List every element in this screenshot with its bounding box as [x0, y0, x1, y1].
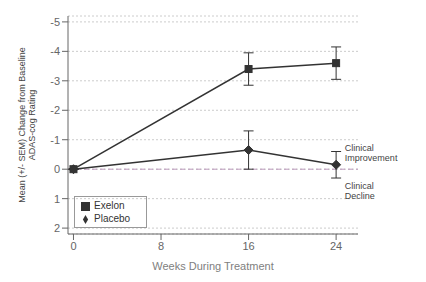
svg-text:16: 16	[242, 240, 254, 252]
svg-text:-2: -2	[50, 104, 60, 116]
svg-text:0: 0	[70, 240, 76, 252]
svg-text:Weeks During Treatment: Weeks During Treatment	[152, 260, 273, 272]
svg-text:2: 2	[54, 222, 60, 234]
html-text:Exelon: Exelon	[94, 200, 125, 211]
svg-text:-3: -3	[50, 75, 60, 87]
svg-text:-4: -4	[50, 45, 60, 57]
svg-text:ClinicalImprovement: ClinicalImprovement	[345, 143, 398, 163]
svg-text:Mean (+/- SEM) Change from Bas: Mean (+/- SEM) Change from BaselineADAS-…	[17, 47, 37, 202]
svg-text:-5: -5	[50, 16, 60, 28]
svg-text:24: 24	[330, 240, 342, 252]
svg-text:1: 1	[54, 193, 60, 205]
svg-text:ClinicalDecline: ClinicalDecline	[345, 181, 375, 201]
svg-text:8: 8	[158, 240, 164, 252]
svg-text:0: 0	[54, 163, 60, 175]
svg-text:-1: -1	[50, 134, 60, 146]
html-text:Placebo: Placebo	[94, 213, 131, 224]
